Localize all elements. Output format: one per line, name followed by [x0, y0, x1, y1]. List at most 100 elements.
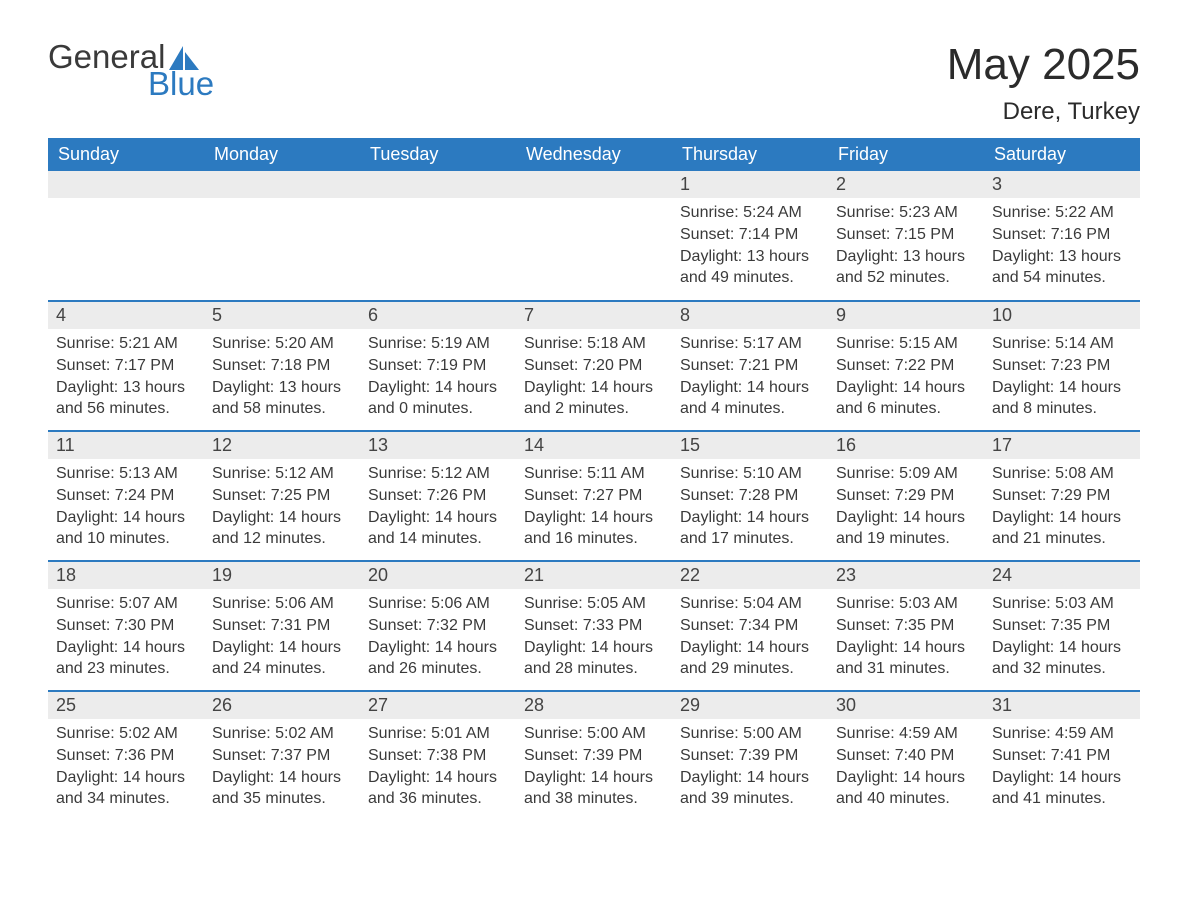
day-cell: 30Sunrise: 4:59 AMSunset: 7:40 PMDayligh… [828, 691, 984, 821]
day-cell: 7Sunrise: 5:18 AMSunset: 7:20 PMDaylight… [516, 301, 672, 431]
day-number: 30 [828, 692, 984, 719]
day-number-bar [516, 171, 672, 198]
sunset-line: Sunset: 7:18 PM [212, 355, 352, 377]
day-number: 24 [984, 562, 1140, 589]
sunrise-line: Sunrise: 5:07 AM [56, 593, 196, 615]
day-number: 28 [516, 692, 672, 719]
sunset-line: Sunset: 7:27 PM [524, 485, 664, 507]
sunset-line: Sunset: 7:26 PM [368, 485, 508, 507]
sunset-line: Sunset: 7:31 PM [212, 615, 352, 637]
sunrise-line: Sunrise: 5:04 AM [680, 593, 820, 615]
weekday-sunday: Sunday [48, 138, 204, 171]
day-details: Sunrise: 5:09 AMSunset: 7:29 PMDaylight:… [828, 459, 984, 553]
sunrise-line: Sunrise: 5:09 AM [836, 463, 976, 485]
daylight-line: Daylight: 14 hours and 10 minutes. [56, 507, 196, 550]
daylight-line: Daylight: 14 hours and 36 minutes. [368, 767, 508, 810]
sunrise-line: Sunrise: 5:20 AM [212, 333, 352, 355]
daylight-line: Daylight: 13 hours and 54 minutes. [992, 246, 1132, 289]
sunset-line: Sunset: 7:35 PM [992, 615, 1132, 637]
day-number: 26 [204, 692, 360, 719]
day-cell: 17Sunrise: 5:08 AMSunset: 7:29 PMDayligh… [984, 431, 1140, 561]
day-number: 29 [672, 692, 828, 719]
day-cell: 18Sunrise: 5:07 AMSunset: 7:30 PMDayligh… [48, 561, 204, 691]
day-number: 6 [360, 302, 516, 329]
day-details: Sunrise: 5:12 AMSunset: 7:26 PMDaylight:… [360, 459, 516, 553]
day-number: 16 [828, 432, 984, 459]
weekday-saturday: Saturday [984, 138, 1140, 171]
daylight-line: Daylight: 14 hours and 21 minutes. [992, 507, 1132, 550]
sunset-line: Sunset: 7:24 PM [56, 485, 196, 507]
day-cell [360, 171, 516, 301]
day-number: 18 [48, 562, 204, 589]
day-cell: 6Sunrise: 5:19 AMSunset: 7:19 PMDaylight… [360, 301, 516, 431]
day-number: 3 [984, 171, 1140, 198]
day-number: 5 [204, 302, 360, 329]
sunset-line: Sunset: 7:32 PM [368, 615, 508, 637]
sunset-line: Sunset: 7:39 PM [680, 745, 820, 767]
day-cell: 15Sunrise: 5:10 AMSunset: 7:28 PMDayligh… [672, 431, 828, 561]
day-cell: 28Sunrise: 5:00 AMSunset: 7:39 PMDayligh… [516, 691, 672, 821]
week-row: 11Sunrise: 5:13 AMSunset: 7:24 PMDayligh… [48, 431, 1140, 561]
day-number: 8 [672, 302, 828, 329]
day-number: 10 [984, 302, 1140, 329]
sunset-line: Sunset: 7:20 PM [524, 355, 664, 377]
day-details: Sunrise: 5:11 AMSunset: 7:27 PMDaylight:… [516, 459, 672, 553]
day-details: Sunrise: 5:10 AMSunset: 7:28 PMDaylight:… [672, 459, 828, 553]
daylight-line: Daylight: 14 hours and 8 minutes. [992, 377, 1132, 420]
sunset-line: Sunset: 7:30 PM [56, 615, 196, 637]
day-details: Sunrise: 4:59 AMSunset: 7:41 PMDaylight:… [984, 719, 1140, 813]
sunset-line: Sunset: 7:22 PM [836, 355, 976, 377]
sunrise-line: Sunrise: 5:01 AM [368, 723, 508, 745]
day-details: Sunrise: 5:23 AMSunset: 7:15 PMDaylight:… [828, 198, 984, 292]
sunrise-line: Sunrise: 5:05 AM [524, 593, 664, 615]
sunrise-line: Sunrise: 4:59 AM [836, 723, 976, 745]
sunrise-line: Sunrise: 4:59 AM [992, 723, 1132, 745]
daylight-line: Daylight: 14 hours and 34 minutes. [56, 767, 196, 810]
day-number-bar [48, 171, 204, 198]
day-details: Sunrise: 5:06 AMSunset: 7:31 PMDaylight:… [204, 589, 360, 683]
sunset-line: Sunset: 7:39 PM [524, 745, 664, 767]
header-row: General Blue May 2025 Dere, Turkey [48, 40, 1140, 126]
calendar-table: SundayMondayTuesdayWednesdayThursdayFrid… [48, 138, 1140, 821]
daylight-line: Daylight: 14 hours and 2 minutes. [524, 377, 664, 420]
sunset-line: Sunset: 7:23 PM [992, 355, 1132, 377]
weekday-friday: Friday [828, 138, 984, 171]
sunset-line: Sunset: 7:15 PM [836, 224, 976, 246]
day-cell: 9Sunrise: 5:15 AMSunset: 7:22 PMDaylight… [828, 301, 984, 431]
page-title: May 2025 [947, 40, 1140, 90]
day-cell [516, 171, 672, 301]
daylight-line: Daylight: 14 hours and 32 minutes. [992, 637, 1132, 680]
day-number: 31 [984, 692, 1140, 719]
day-number: 14 [516, 432, 672, 459]
day-cell: 19Sunrise: 5:06 AMSunset: 7:31 PMDayligh… [204, 561, 360, 691]
day-cell: 16Sunrise: 5:09 AMSunset: 7:29 PMDayligh… [828, 431, 984, 561]
day-cell: 4Sunrise: 5:21 AMSunset: 7:17 PMDaylight… [48, 301, 204, 431]
sunset-line: Sunset: 7:38 PM [368, 745, 508, 767]
sunset-line: Sunset: 7:34 PM [680, 615, 820, 637]
day-details: Sunrise: 5:03 AMSunset: 7:35 PMDaylight:… [984, 589, 1140, 683]
day-number: 27 [360, 692, 516, 719]
week-row: 1Sunrise: 5:24 AMSunset: 7:14 PMDaylight… [48, 171, 1140, 301]
day-cell: 29Sunrise: 5:00 AMSunset: 7:39 PMDayligh… [672, 691, 828, 821]
day-number: 22 [672, 562, 828, 589]
day-number: 9 [828, 302, 984, 329]
sunset-line: Sunset: 7:29 PM [836, 485, 976, 507]
sunrise-line: Sunrise: 5:03 AM [836, 593, 976, 615]
day-details: Sunrise: 5:24 AMSunset: 7:14 PMDaylight:… [672, 198, 828, 292]
daylight-line: Daylight: 13 hours and 52 minutes. [836, 246, 976, 289]
day-number: 11 [48, 432, 204, 459]
day-number: 25 [48, 692, 204, 719]
day-number: 1 [672, 171, 828, 198]
day-details: Sunrise: 5:15 AMSunset: 7:22 PMDaylight:… [828, 329, 984, 423]
day-cell: 13Sunrise: 5:12 AMSunset: 7:26 PMDayligh… [360, 431, 516, 561]
weekday-thursday: Thursday [672, 138, 828, 171]
sunrise-line: Sunrise: 5:22 AM [992, 202, 1132, 224]
day-cell: 12Sunrise: 5:12 AMSunset: 7:25 PMDayligh… [204, 431, 360, 561]
day-details: Sunrise: 5:00 AMSunset: 7:39 PMDaylight:… [672, 719, 828, 813]
weekday-wednesday: Wednesday [516, 138, 672, 171]
sunrise-line: Sunrise: 5:15 AM [836, 333, 976, 355]
day-details: Sunrise: 5:21 AMSunset: 7:17 PMDaylight:… [48, 329, 204, 423]
sunrise-line: Sunrise: 5:08 AM [992, 463, 1132, 485]
day-details: Sunrise: 5:18 AMSunset: 7:20 PMDaylight:… [516, 329, 672, 423]
location-label: Dere, Turkey [947, 98, 1140, 126]
